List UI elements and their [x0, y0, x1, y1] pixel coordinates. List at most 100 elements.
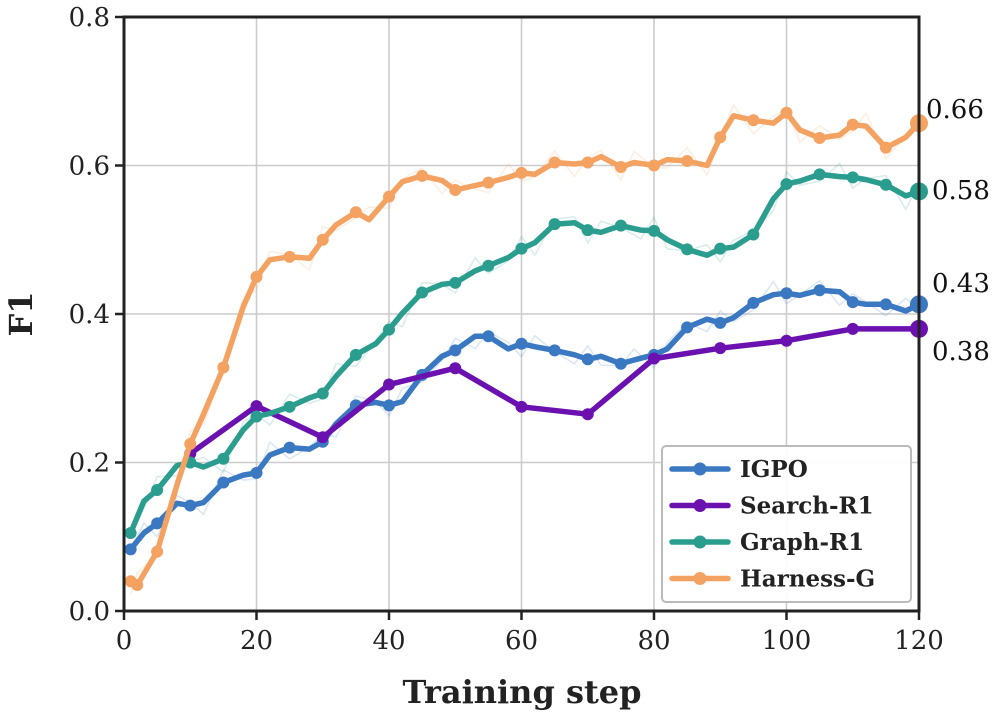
data-point-harness-g-100	[780, 106, 793, 119]
data-point-harness-g-75	[614, 160, 627, 173]
data-point-harness-g-20	[250, 270, 263, 283]
data-point-graph-r1-65	[548, 218, 561, 231]
legend-item-search-r1: Search-R1	[669, 493, 874, 520]
data-point-igpo-95	[747, 296, 760, 309]
data-point-igpo-15	[217, 476, 230, 489]
data-point-igpo-90	[714, 316, 727, 329]
x-tick-label-1: 20	[240, 626, 273, 656]
data-point-igpo-10	[184, 499, 197, 512]
data-point-igpo-25	[283, 441, 296, 454]
data-point-igpo-115	[879, 298, 892, 311]
data-point-graph-r1-90	[714, 242, 727, 255]
y-tick-label-3: 0.6	[69, 152, 110, 182]
data-point-graph-r1-15	[217, 452, 230, 465]
data-point-graph-r1-25	[283, 400, 296, 413]
data-point-search-r1-30	[316, 431, 329, 444]
data-point-harness-g-115	[879, 141, 892, 154]
data-point-harness-g-70	[581, 156, 594, 169]
end-label-harness-g: 0.66	[926, 95, 984, 125]
data-point-igpo-55	[482, 330, 495, 343]
series-line-search-r1	[187, 326, 922, 457]
data-point-harness-g-10	[184, 437, 197, 450]
end-label-search-r1: 0.38	[932, 337, 990, 367]
data-point-graph-r1-115	[879, 178, 892, 191]
data-point-igpo-105	[813, 284, 826, 297]
data-point-graph-r1-50	[449, 276, 462, 289]
data-point-graph-r1-35	[349, 348, 362, 361]
end-label-igpo: 0.43	[932, 269, 990, 299]
data-point-igpo-60	[515, 337, 528, 350]
data-point-igpo-75	[614, 357, 627, 370]
data-point-search-r1-50	[449, 362, 462, 375]
x-axis-title: Training step	[403, 673, 642, 711]
data-point-igpo-40	[383, 399, 395, 412]
data-point-harness-g-2	[131, 579, 144, 592]
data-point-harness-g-80	[648, 159, 660, 172]
data-point-igpo-20	[250, 466, 263, 479]
data-point-harness-g-65	[548, 156, 561, 169]
series-harness-g	[124, 106, 928, 592]
data-point-graph-r1-1	[124, 527, 137, 540]
data-point-harness-g-55	[482, 176, 495, 189]
data-point-graph-r1-20	[250, 410, 263, 423]
data-point-graph-r1-110	[846, 171, 859, 184]
legend: IGPO Search-R1 Graph-R1 Harness-G	[661, 445, 912, 603]
data-point-harness-g-60	[515, 166, 528, 179]
y-tick-label-4: 0.8	[69, 3, 110, 33]
legend-item-igpo: IGPO	[669, 456, 808, 483]
x-tick-label-3: 60	[505, 626, 538, 656]
data-point-harness-g-95	[747, 114, 760, 127]
data-point-igpo-70	[581, 353, 594, 366]
x-tick-label-6: 120	[894, 626, 944, 656]
data-point-graph-r1-55	[482, 259, 495, 272]
x-tick-label-2: 40	[372, 626, 405, 656]
data-point-harness-g-30	[316, 233, 329, 246]
data-point-harness-g-105	[813, 132, 826, 145]
data-point-igpo-100	[780, 287, 793, 300]
x-tick-label-0: 0	[116, 626, 133, 656]
legend-marker-harness-g	[693, 572, 707, 585]
data-point-harness-g-40	[383, 190, 395, 203]
data-point-search-r1-110	[846, 322, 859, 335]
y-tick-label-2: 0.4	[69, 300, 110, 330]
data-point-igpo-85	[681, 321, 694, 334]
data-point-igpo-5	[151, 517, 164, 530]
data-point-search-r1-20	[250, 400, 263, 413]
data-point-harness-g-50	[449, 184, 462, 197]
end-labels: 0.43 0.38 0.58 0.66	[926, 95, 990, 367]
data-point-search-r1-40	[383, 378, 395, 391]
data-point-graph-r1-40	[383, 323, 395, 336]
data-point-igpo-1	[124, 543, 137, 556]
legend-marker-graph-r1	[693, 535, 707, 549]
data-point-graph-r1-95	[747, 228, 760, 241]
data-point-igpo-65	[548, 344, 561, 357]
data-point-search-r1-90	[714, 342, 727, 355]
legend-marker-igpo	[693, 462, 707, 476]
legend-marker-search-r1	[693, 499, 707, 512]
data-point-graph-r1-60	[515, 242, 528, 255]
data-point-graph-r1-80	[648, 224, 660, 237]
data-point-graph-r1-75	[614, 219, 627, 232]
data-point-harness-g-45	[416, 169, 429, 182]
legend-item-harness-g: Harness-G	[669, 566, 875, 593]
data-point-search-r1-70	[581, 408, 594, 421]
data-point-harness-g-90	[714, 131, 727, 144]
y-tick-label-0: 0.0	[69, 597, 110, 627]
legend-label-harness-g: Harness-G	[740, 566, 875, 593]
legend-item-graph-r1: Graph-R1	[669, 529, 864, 556]
series-igpo	[124, 284, 928, 556]
data-point-harness-g-35	[349, 206, 362, 219]
data-point-search-r1-100	[780, 334, 793, 347]
end-label-graph-r1: 0.58	[932, 176, 990, 206]
data-point-graph-r1-30	[316, 387, 329, 400]
data-point-search-r1-80	[648, 352, 660, 365]
data-point-graph-r1-105	[813, 168, 826, 181]
data-point-graph-r1-70	[581, 224, 594, 237]
legend-box	[661, 445, 912, 603]
y-axis-title: F1	[2, 292, 40, 337]
data-point-igpo-50	[449, 344, 462, 357]
data-point-igpo-110	[846, 296, 859, 309]
series-lines	[124, 106, 928, 592]
data-point-harness-g-15	[217, 361, 230, 374]
